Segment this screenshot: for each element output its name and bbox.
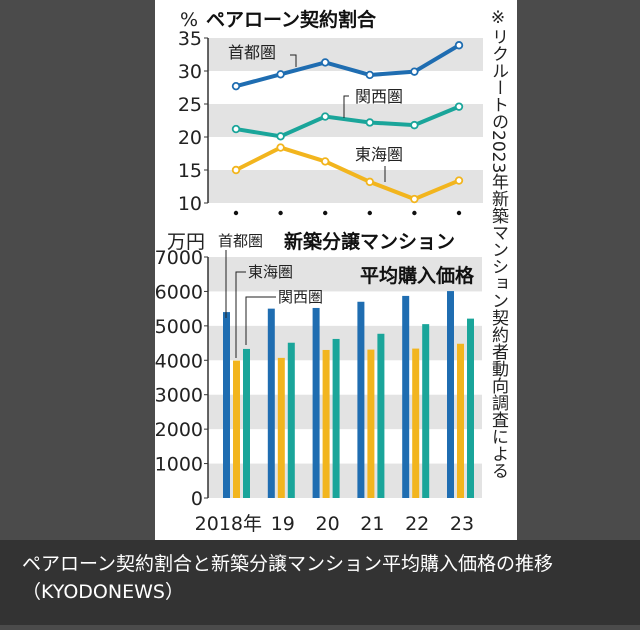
- grid-band: [208, 394, 482, 430]
- data-point: [410, 67, 419, 76]
- caption-source: （KYODONEWS）: [22, 581, 184, 603]
- y-tick-label: 20: [178, 127, 202, 149]
- data-point: [231, 165, 241, 175]
- x-tick-label: 21: [360, 513, 384, 535]
- data-point: [321, 112, 330, 121]
- y-tick-label: 10: [178, 193, 202, 215]
- y-tick-label: 3000: [155, 385, 203, 407]
- data-point: [410, 194, 419, 204]
- data-point: [365, 70, 374, 80]
- x-tick-label: 2018年: [195, 513, 262, 535]
- series-label: 東海圏: [355, 145, 403, 164]
- data-point: [454, 176, 464, 185]
- data-point: [231, 81, 241, 91]
- y-tick-label: 35: [178, 28, 202, 50]
- x-dot: [367, 210, 372, 216]
- leader-line: [235, 271, 246, 358]
- leader-line: [290, 54, 297, 67]
- y-tick-label: 15: [178, 160, 202, 182]
- bar: [322, 349, 330, 498]
- leader-line: [343, 95, 349, 118]
- series-line: [235, 43, 461, 89]
- bar: [422, 324, 430, 498]
- chart-title: ペアローン契約割合: [206, 8, 377, 31]
- x-tick-label: 23: [450, 513, 474, 535]
- series-label: 東海圏: [248, 263, 293, 281]
- x-dot: [456, 210, 462, 216]
- y-unit-label: %: [180, 9, 198, 31]
- caption-title: ペアローン契約割合と新築分譲マンション平均購入価格の推移: [22, 553, 554, 575]
- y-tick-label: 1000: [155, 454, 203, 476]
- bar: [457, 343, 464, 498]
- data-point: [321, 58, 330, 67]
- series-label: 首都圏: [218, 232, 263, 250]
- bar: [367, 349, 375, 498]
- grid-band: [208, 38, 483, 71]
- caption: ペアローン契約割合と新築分譲マンション平均購入価格の推移 （KYODONEWS）: [0, 540, 640, 625]
- x-dot: [412, 210, 417, 216]
- bar: [467, 318, 474, 498]
- bar: [357, 301, 365, 498]
- series-line: [235, 145, 460, 202]
- bar: [267, 308, 275, 498]
- grid-band: [208, 325, 482, 361]
- grid-band: [208, 463, 482, 498]
- x-tick-label: 19: [271, 513, 295, 535]
- chart-title-line2: 平均購入価格: [360, 264, 475, 287]
- bar: [402, 295, 410, 498]
- chart-title: 新築分譲マンション: [284, 230, 455, 253]
- y-tick-label: 7000: [155, 247, 203, 269]
- series-label: 首都圏: [228, 43, 276, 62]
- y-tick-label: 25: [178, 94, 202, 116]
- data-point: [454, 41, 464, 50]
- data-point: [410, 120, 419, 130]
- data-point: [365, 177, 374, 187]
- bar: [447, 291, 454, 498]
- y-tick-label: 6000: [155, 281, 203, 303]
- y-tick-label: 0: [191, 488, 203, 510]
- x-dot: [323, 210, 328, 216]
- bar: [287, 342, 295, 498]
- series-label: 関西圏: [278, 288, 323, 306]
- x-tick-label: 22: [405, 513, 429, 535]
- x-dot: [233, 210, 239, 216]
- bar: [332, 338, 340, 498]
- data-point: [454, 102, 464, 111]
- data-point: [365, 118, 374, 127]
- x-dot: [278, 210, 283, 216]
- y-tick-label: 4000: [155, 350, 203, 372]
- y-tick-label: 2000: [155, 419, 203, 441]
- data-point: [276, 132, 285, 141]
- bar: [223, 312, 230, 498]
- data-point: [321, 157, 330, 166]
- bar: [233, 360, 240, 498]
- y-tick-label: 30: [178, 61, 202, 83]
- grid-band: [208, 170, 483, 203]
- y-tick-label: 5000: [155, 316, 203, 338]
- series-label: 関西圏: [355, 87, 403, 106]
- data-point: [276, 143, 285, 152]
- bar: [312, 307, 320, 498]
- bar: [277, 357, 285, 498]
- grid-band: [208, 257, 482, 292]
- x-tick-label: 20: [316, 513, 340, 535]
- leader-line: [245, 296, 276, 345]
- source-note: ※リクルートの2023年新築マンション契約者動向調査による: [488, 8, 508, 480]
- data-point: [231, 124, 241, 134]
- bar: [377, 333, 385, 498]
- data-point: [276, 70, 285, 79]
- bar: [243, 348, 250, 498]
- series-line: [235, 104, 460, 139]
- bar: [412, 348, 420, 498]
- y-unit-label: 万円: [167, 231, 205, 253]
